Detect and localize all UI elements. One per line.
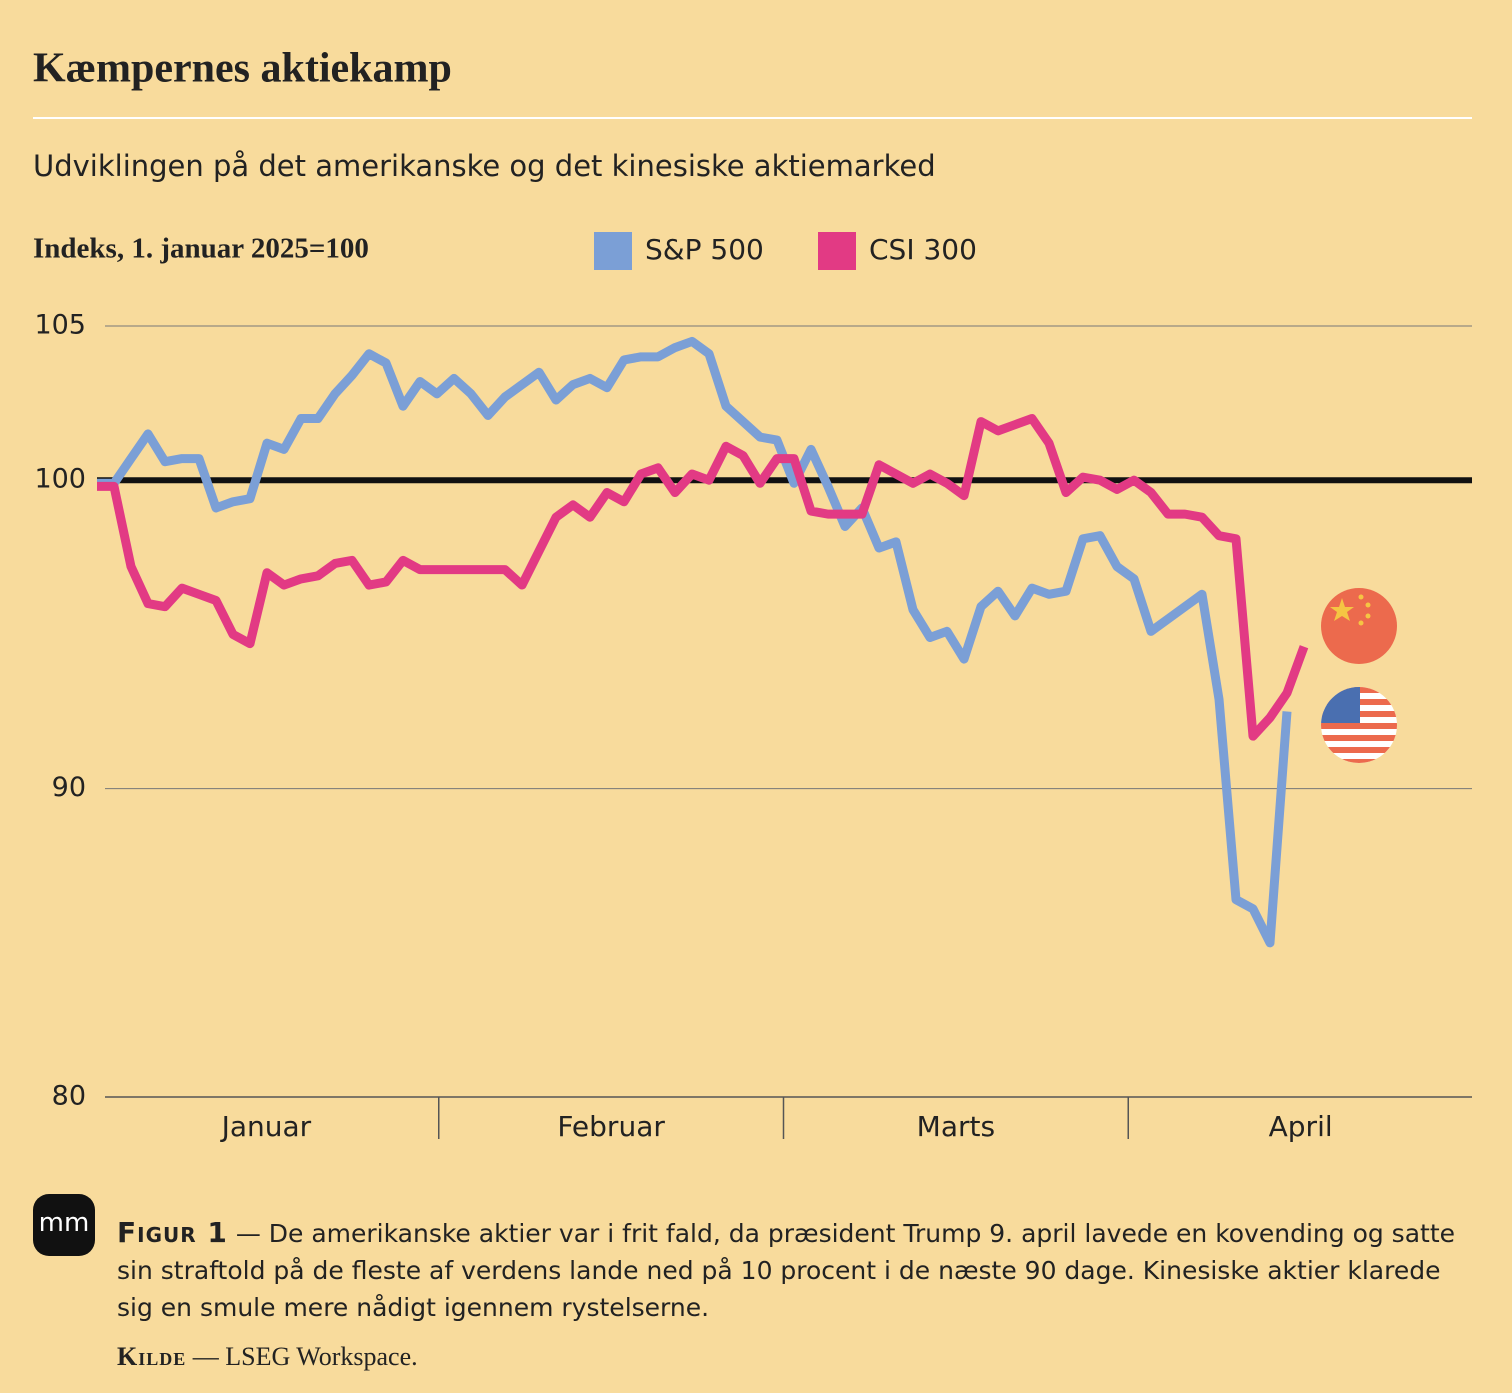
y-tick-label: 105 [34, 310, 86, 341]
source: Kilde — LSEG Workspace. [117, 1342, 418, 1372]
chart-title: Kæmpernes aktiekamp [33, 46, 452, 92]
caption: Figur 1 — De amerikanske aktier var i fr… [117, 1214, 1457, 1326]
legend-label: CSI 300 [869, 233, 977, 266]
x-tick-label: Marts [917, 1110, 995, 1143]
legend-swatch [818, 232, 856, 270]
caption-text: — De amerikanske aktier var i frit fald,… [117, 1219, 1456, 1322]
x-tick-label: Januar [220, 1110, 312, 1143]
x-tick-label: April [1269, 1110, 1333, 1143]
series-line [97, 414, 1309, 741]
legend-label: S&P 500 [645, 233, 764, 266]
y-tick-label: 90 [52, 772, 86, 803]
legend-swatch [594, 232, 632, 270]
logo: mm [33, 1194, 95, 1256]
caption-label: Figur 1 [117, 1216, 228, 1249]
flag-china [1321, 588, 1397, 664]
source-text: — LSEG Workspace. [192, 1342, 418, 1371]
flag-usa [1321, 687, 1397, 763]
y-tick-label: 80 [52, 1081, 86, 1112]
source-label: Kilde [117, 1342, 187, 1371]
subtitle: Udviklingen på det amerikanske og det ki… [33, 149, 936, 183]
x-tick-label: Februar [557, 1110, 665, 1143]
y-tick-label: 100 [34, 464, 86, 495]
y-axis-label: Indeks, 1. januar 2025=100 [33, 233, 369, 265]
series-line [97, 336, 1292, 948]
